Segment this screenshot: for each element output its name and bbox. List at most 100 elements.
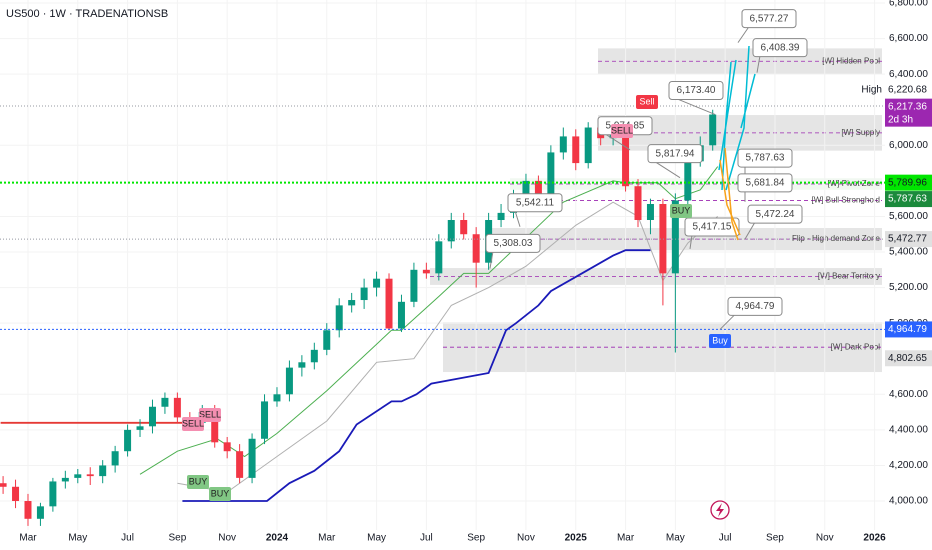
price-label: 6,217.36: [888, 101, 927, 112]
candle-body: [522, 180, 530, 199]
candle-body: [360, 287, 368, 301]
candle-body: [373, 278, 381, 288]
signal-label: SELL: [611, 125, 633, 135]
candle-body: [497, 212, 505, 221]
callout-label: 5,787.63: [746, 153, 785, 164]
candle-body: [261, 401, 269, 439]
y-tick-label: 4,600.00: [889, 389, 928, 400]
x-tick-label: Jul: [420, 533, 433, 544]
price-label: 5,787.63: [888, 194, 927, 205]
candle-body: [0, 483, 7, 487]
callout-box: [507, 193, 563, 213]
y-tick-label: 6,400.00: [889, 69, 928, 80]
price-label: 5,789.96: [888, 177, 927, 188]
candle-body: [447, 220, 455, 242]
candle-body: [99, 465, 107, 477]
callout-pointer: [675, 98, 716, 115]
candle-body: [397, 301, 405, 329]
candle-body: [236, 451, 244, 478]
x-tick-label: Sep: [168, 533, 186, 544]
time-axis: [0, 530, 932, 550]
price-badge: [885, 321, 932, 338]
candle-body: [572, 136, 580, 164]
candle-body: [671, 200, 679, 274]
price-badge: [885, 350, 932, 367]
callout-label: 5,308.03: [494, 238, 533, 249]
candle-body: [534, 180, 542, 196]
price-badge: [885, 98, 932, 127]
signal-badge: [709, 334, 731, 348]
x-tick-label: Sep: [766, 533, 784, 544]
x-tick-label: Sep: [467, 533, 485, 544]
candle-body: [124, 429, 132, 452]
x-tick-label: 2025: [565, 533, 588, 544]
callout-box: [668, 80, 724, 100]
candle-body: [422, 269, 430, 274]
y-tick-label: 5,600.00: [889, 211, 928, 222]
callout-pointer: [514, 210, 521, 227]
candle-body: [472, 234, 480, 263]
callout-label: 5,472.24: [756, 209, 795, 220]
candle-body: [136, 426, 144, 430]
candle-body: [547, 152, 555, 196]
signal-badge: [636, 95, 658, 109]
callout-label: 4,964.79: [736, 301, 775, 312]
candle-body: [335, 305, 343, 331]
signal-badge: [670, 204, 692, 218]
candle-body: [86, 474, 94, 477]
countdown-label: 2d 3h: [888, 114, 913, 125]
y-tick-label: 5,400.00: [889, 247, 928, 258]
candle-body: [223, 442, 231, 452]
zone-label: [W] Dark Pool: [831, 342, 881, 351]
candle-body: [12, 486, 20, 502]
x-tick-label: Nov: [517, 533, 535, 544]
price-badge: [885, 174, 932, 191]
candle-body: [61, 477, 69, 482]
candle-body: [173, 397, 181, 418]
callout-box: [741, 9, 797, 29]
x-tick-label: 2024: [266, 533, 289, 544]
signal-label: SELL: [182, 418, 204, 428]
candle-body: [273, 394, 281, 402]
callout-box: [647, 144, 703, 164]
x-tick-label: Mar: [318, 533, 336, 544]
price-badge: [885, 231, 932, 248]
candle-body: [248, 438, 256, 478]
callout-pointer: [604, 133, 631, 151]
callout-pointer: [489, 251, 494, 269]
candle-body: [36, 506, 44, 519]
y-tick-label: 4,400.00: [889, 425, 928, 436]
callout-box: [727, 296, 783, 316]
candle-body: [634, 186, 642, 221]
signal-label: BUY: [211, 488, 230, 498]
x-tick-label: Jul: [121, 533, 134, 544]
signal-badge: [199, 408, 221, 422]
candle-body: [646, 203, 654, 221]
candle-body: [323, 330, 331, 350]
price-badge: [885, 191, 932, 208]
signal-badge: [209, 487, 231, 501]
projection-up: [718, 45, 756, 191]
signal-badge: [182, 417, 204, 431]
zone-label: [W] Pivot Zone: [828, 179, 881, 188]
callout-box: [737, 173, 793, 193]
candle-body: [385, 278, 393, 329]
x-tick-label: Nov: [816, 533, 834, 544]
x-tick-label: Nov: [218, 533, 236, 544]
callout-label: 5,542.11: [516, 197, 555, 208]
price-badge: [885, 82, 932, 99]
zone-label: [W] Supply: [841, 128, 880, 137]
candle-body: [622, 125, 630, 187]
callout-pointer: [756, 55, 761, 73]
signal-label: BUY: [189, 476, 208, 486]
callout-pointer: [654, 161, 681, 179]
callout-box: [752, 38, 808, 58]
y-tick-label: 6,000.00: [889, 140, 928, 151]
signal-label: Sell: [639, 96, 654, 106]
y-tick-label: 6,800.00: [889, 0, 928, 9]
callout-label: 5,417.15: [693, 222, 732, 233]
price-label: 6,220.68: [888, 85, 927, 96]
high-label: High: [861, 85, 882, 96]
candle-body: [310, 349, 318, 363]
